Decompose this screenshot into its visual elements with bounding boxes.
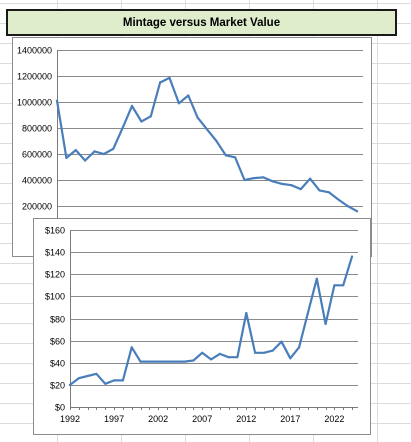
market-value-y-tick-label: $20 xyxy=(50,381,65,391)
mintage-data-point xyxy=(234,156,237,159)
market-value-series-line xyxy=(68,255,354,386)
market-value-x-tick-label: 2017 xyxy=(280,414,300,424)
market-value-y-tick-label: $80 xyxy=(50,315,65,325)
market-value-data-point xyxy=(227,356,230,359)
market-value-x-tick-label: 1992 xyxy=(60,414,80,424)
mintage-data-point xyxy=(271,180,274,183)
market-value-data-point xyxy=(139,360,142,363)
mintage-data-point xyxy=(102,152,105,156)
mintage-data-point xyxy=(93,150,96,153)
market-value-data-point xyxy=(113,379,116,382)
mintage-data-point xyxy=(121,126,124,130)
mintage-data-point xyxy=(112,147,115,150)
mintage-data-point xyxy=(318,189,321,192)
mintage-data-point xyxy=(177,102,180,105)
market-value-data-point xyxy=(148,360,151,363)
market-value-chart[interactable]: $160 $140 $120 $100 $80 $60 $40 $20 $0 1992 1997 20… xyxy=(33,218,371,435)
market-value-y-tick-label: $0 xyxy=(55,403,65,413)
mintage-data-point xyxy=(65,156,68,159)
market-value-data-point xyxy=(121,379,124,382)
mintage-data-point xyxy=(215,139,218,143)
mintage-data-point xyxy=(196,116,199,119)
chart-title: Mintage versus Market Value xyxy=(6,9,397,36)
mintage-data-point xyxy=(187,94,190,97)
market-value-data-point xyxy=(271,349,274,352)
mintage-data-point xyxy=(337,198,340,201)
mintage-data-point xyxy=(262,176,265,179)
market-value-data-point xyxy=(333,284,336,287)
mintage-data-point xyxy=(159,81,162,84)
mintage-data-point xyxy=(243,178,246,182)
market-value-data-point xyxy=(306,311,309,315)
market-value-x-tick-label: 2022 xyxy=(324,414,344,424)
market-value-data-point xyxy=(289,357,292,360)
mintage-y-tick-label: 400000 xyxy=(22,176,52,186)
market-value-y-tick-label: $40 xyxy=(50,359,65,369)
mintage-y-tick-label: 1200000 xyxy=(17,72,52,82)
market-value-data-point xyxy=(245,311,248,315)
mintage-chart-svg: 1400000 1200000 1000000 800000 600000 400000 2… xyxy=(17,46,363,219)
mintage-data-point xyxy=(168,76,171,79)
mintage-y-tick-label: 200000 xyxy=(22,202,52,212)
market-value-x-tick-label: 2002 xyxy=(148,414,168,424)
market-value-y-tick-label: $120 xyxy=(45,270,65,280)
market-value-data-point xyxy=(201,351,204,354)
mintage-data-point xyxy=(149,115,152,118)
market-value-data-point xyxy=(209,358,213,361)
market-value-data-point xyxy=(183,360,186,363)
market-value-y-tick-label: $60 xyxy=(50,337,65,347)
mintage-data-point xyxy=(74,149,77,152)
market-value-data-point xyxy=(192,359,195,362)
market-value-data-point xyxy=(77,377,80,380)
market-value-data-point xyxy=(298,346,301,349)
mintage-y-tick-label: 1000000 xyxy=(17,98,52,108)
mintage-y-tick-label: 600000 xyxy=(22,150,52,160)
market-value-data-point xyxy=(262,351,265,354)
mintage-data-point xyxy=(140,120,143,123)
market-value-x-tick-label: 2012 xyxy=(236,414,256,424)
market-value-data-point xyxy=(95,372,98,375)
market-value-data-point xyxy=(236,356,239,359)
mintage-data-point xyxy=(205,128,209,131)
market-value-data-point xyxy=(218,352,221,355)
mintage-data-point xyxy=(55,99,59,102)
mintage-data-point xyxy=(252,177,255,180)
market-value-data-point xyxy=(350,255,354,258)
mintage-y-tick-label: 800000 xyxy=(22,124,52,134)
mintage-data-point xyxy=(346,204,349,208)
market-value-data-point xyxy=(86,374,89,378)
market-value-data-point xyxy=(68,383,72,386)
mintage-series-line xyxy=(55,76,359,213)
mintage-data-point xyxy=(290,184,293,187)
market-value-data-point xyxy=(174,360,177,363)
mintage-y-tick-label: 1400000 xyxy=(17,46,52,56)
mintage-data-point xyxy=(130,104,134,107)
market-value-data-point xyxy=(342,284,345,287)
mintage-data-point xyxy=(280,182,284,185)
mintage-data-point xyxy=(224,154,227,157)
market-value-data-point xyxy=(104,382,107,385)
market-value-data-point xyxy=(315,277,318,280)
market-value-data-point xyxy=(165,360,168,363)
mintage-data-point xyxy=(84,159,87,162)
mintage-data-point xyxy=(309,177,312,180)
mintage-data-point xyxy=(327,191,330,194)
market-value-y-tick-label: $100 xyxy=(45,292,65,302)
market-value-x-tick-label: 2007 xyxy=(192,414,212,424)
market-value-y-tick-label: $140 xyxy=(45,248,65,258)
market-value-y-tick-label: $160 xyxy=(45,226,65,236)
market-value-x-tick-label: 1997 xyxy=(104,414,124,424)
market-value-data-point xyxy=(254,351,257,354)
mintage-data-point xyxy=(355,210,359,213)
market-value-data-point xyxy=(280,340,283,343)
market-value-data-point xyxy=(130,346,133,349)
market-value-data-point xyxy=(157,360,160,363)
market-value-data-point xyxy=(324,322,327,326)
mintage-data-point xyxy=(299,188,302,191)
